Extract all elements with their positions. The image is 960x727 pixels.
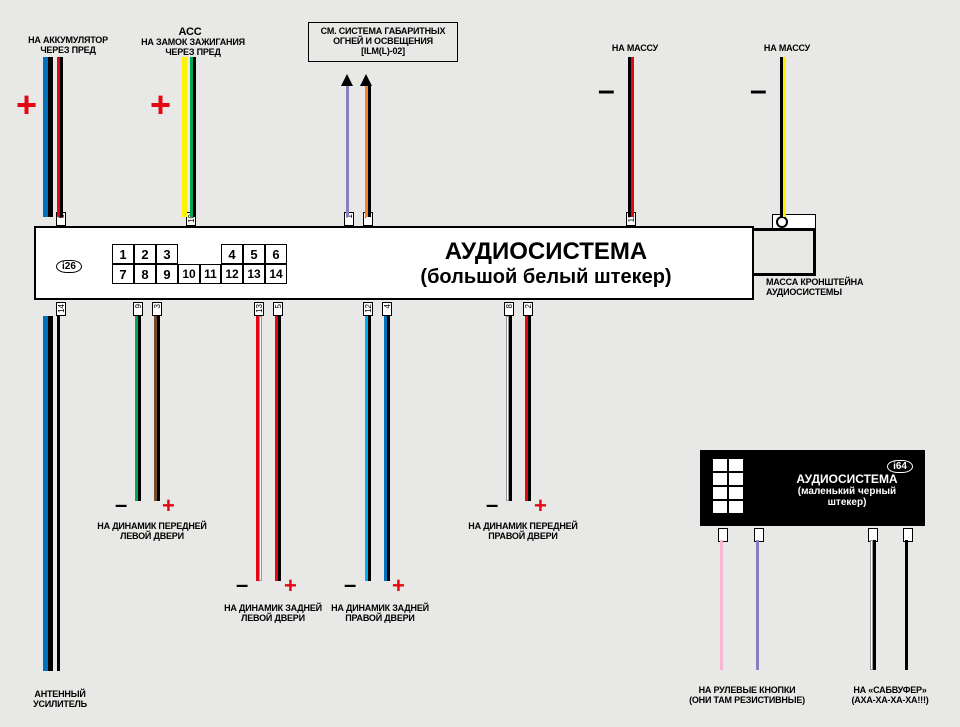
wire-ant <box>57 316 60 671</box>
main-title: АУДИОСИСТЕМА <box>366 238 726 266</box>
pin-label: 5 <box>273 302 283 316</box>
wire-acc-trace <box>182 57 187 217</box>
small-pinout-grid: 48 37 26 15 <box>712 458 744 514</box>
pin-label: 14 <box>56 302 66 316</box>
wire-rr1 <box>368 316 371 581</box>
small-title: АУДИОСИСТЕМА <box>772 472 922 486</box>
small-subtitle: (маленький черныйштекер) <box>772 486 922 508</box>
polarity-minus: – <box>750 74 767 108</box>
wire-rl1 <box>259 316 262 581</box>
polarity-plus: + <box>534 493 547 519</box>
wire-sub2 <box>905 540 908 670</box>
pin-label: 2 <box>523 302 533 316</box>
label-fl: НА ДИНАМИК ПЕРЕДНЕЙЛЕВОЙ ДВЕРИ <box>92 522 212 542</box>
arrow-icon <box>360 74 372 86</box>
polarity-plus: + <box>150 84 171 126</box>
wire-rl2 <box>278 316 281 581</box>
wire-ilm1 <box>346 86 349 217</box>
pinout-grid: 1 2 3 4 5 6 7 8 9 10 11 12 13 14 <box>112 244 287 284</box>
wire-bat <box>60 57 63 217</box>
arrow-icon <box>341 74 353 86</box>
pin-label: 4 <box>382 302 392 316</box>
polarity-minus: – <box>115 492 127 518</box>
polarity-minus: – <box>236 572 248 598</box>
label-mass1: НА МАССУ <box>600 44 670 54</box>
ilm-box: СМ. СИСТЕМА ГАБАРИТНЫХОГНЕЙ И ОСВЕЩЕНИЯ[… <box>308 22 458 62</box>
main-connector-box: 6 10 1 7 11 i26 1 2 3 4 5 6 7 8 9 10 11 … <box>34 226 754 300</box>
wire-steer1 <box>720 540 723 670</box>
wire-fl1 <box>138 316 141 501</box>
wire-ant-trace <box>48 316 53 671</box>
wire-mass2 <box>783 57 786 217</box>
polarity-minus: – <box>598 74 615 108</box>
wire-mass1 <box>631 57 634 217</box>
label-fr: НА ДИНАМИК ПЕРЕДНЕЙПРАВОЙ ДВЕРИ <box>463 522 583 542</box>
pin-label: 13 <box>254 302 264 316</box>
polarity-plus: + <box>392 573 405 599</box>
ground-wire <box>754 228 816 276</box>
label-battery: НА АККУМУЛЯТОРЧЕРЕЗ ПРЕД <box>18 36 118 56</box>
wire-bat-trace <box>48 57 53 217</box>
wire-rr2 <box>387 316 390 581</box>
label-steering: НА РУЛЕВЫЕ КНОПКИ(ОНИ ТАМ РЕЗИСТИВНЫЕ) <box>682 686 812 706</box>
polarity-plus: + <box>284 573 297 599</box>
label-ilm: СМ. СИСТЕМА ГАБАРИТНЫХОГНЕЙ И ОСВЕЩЕНИЯ[… <box>313 27 453 57</box>
polarity-plus: + <box>162 493 175 519</box>
wire-steer2 <box>756 540 759 670</box>
label-rl: НА ДИНАМИК ЗАДНЕЙЛЕВОЙ ДВЕРИ <box>213 604 333 624</box>
pin-label: 8 <box>504 302 514 316</box>
label-acc-sub: НА ЗАМОК ЗАЖИГАНИЯЧЕРЕЗ ПРЕД <box>138 38 248 58</box>
pin-label: 9 <box>133 302 143 316</box>
pin-label: 12 <box>363 302 373 316</box>
connector-id-badge: i26 <box>56 260 82 273</box>
label-antenna: АНТЕННЫЙУСИЛИТЕЛЬ <box>20 690 100 710</box>
wire-sub1 <box>873 540 876 670</box>
polarity-minus: – <box>486 492 498 518</box>
wire-acc <box>193 57 196 217</box>
label-mass2: НА МАССУ <box>752 44 822 54</box>
label-bracket: МАССА КРОНШТЕЙНААУДИОСИСТЕМЫ <box>766 278 886 298</box>
polarity-plus: + <box>16 84 37 126</box>
wire-fl2 <box>157 316 160 501</box>
label-rr: НА ДИНАМИК ЗАДНЕЙПРАВОЙ ДВЕРИ <box>320 604 440 624</box>
polarity-minus: – <box>344 572 356 598</box>
main-subtitle: (большой белый штекер) <box>366 266 726 289</box>
wire-fr2 <box>528 316 531 501</box>
label-sub: НА «САБВУФЕР»(АХА-ХА-ХА-ХА!!!) <box>840 686 940 706</box>
small-connector-box: 48 37 26 15 i64 АУДИОСИСТЕМА (маленький … <box>700 450 925 526</box>
pin-label: 3 <box>152 302 162 316</box>
wire-fr1 <box>509 316 512 501</box>
wire-ilm2 <box>368 86 371 217</box>
